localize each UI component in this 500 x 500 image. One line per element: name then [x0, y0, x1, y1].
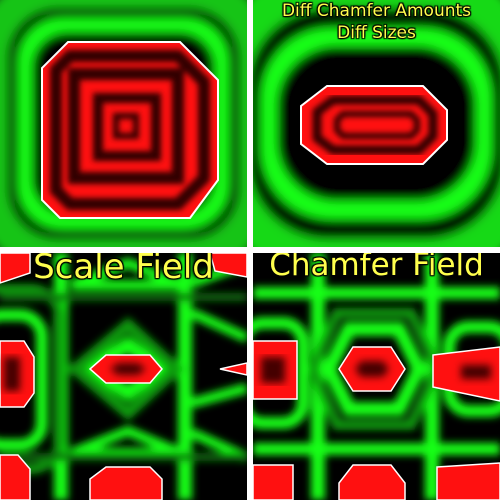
panel-scale-field: Scale Field: [0, 253, 247, 500]
panel-chamfer-field-art: [253, 253, 500, 500]
chamfer-outline: [300, 85, 448, 165]
panel-chamfer-field: Chamfer Field: [253, 253, 500, 500]
panel-diff-chamfer-art: [253, 0, 500, 247]
panel-chamfered-square: [0, 0, 247, 247]
panel-diff-chamfer: Diff Chamfer Amounts Diff Sizes: [253, 0, 500, 247]
panel-chamfered-square-art: [0, 0, 247, 247]
panel-scale-field-art: [0, 253, 247, 500]
